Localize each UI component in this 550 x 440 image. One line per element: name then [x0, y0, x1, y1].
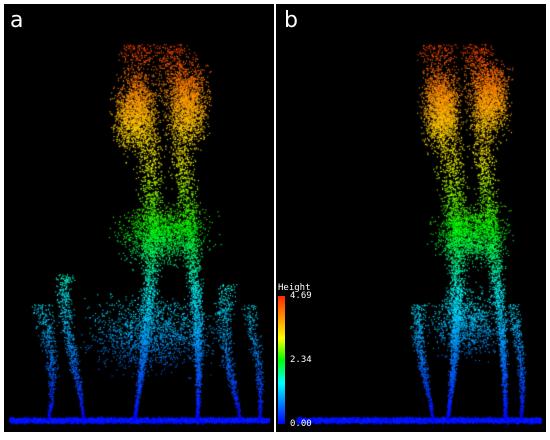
height-colorbar: [278, 296, 285, 424]
point-cloud-panel-a: a: [4, 4, 274, 432]
tree-point-cloud-b: [276, 4, 546, 432]
colorbar-max-label: 4.69: [290, 291, 312, 301]
panel-label-b: b: [284, 8, 298, 33]
panel-label-a: a: [10, 8, 24, 33]
colorbar-title: Height: [278, 283, 311, 293]
colorbar-min-label: 0.00: [290, 419, 312, 429]
colorbar-mid-label: 2.34: [290, 355, 312, 365]
point-cloud-panel-b: b: [276, 4, 546, 432]
tree-point-cloud-a: [4, 4, 274, 432]
